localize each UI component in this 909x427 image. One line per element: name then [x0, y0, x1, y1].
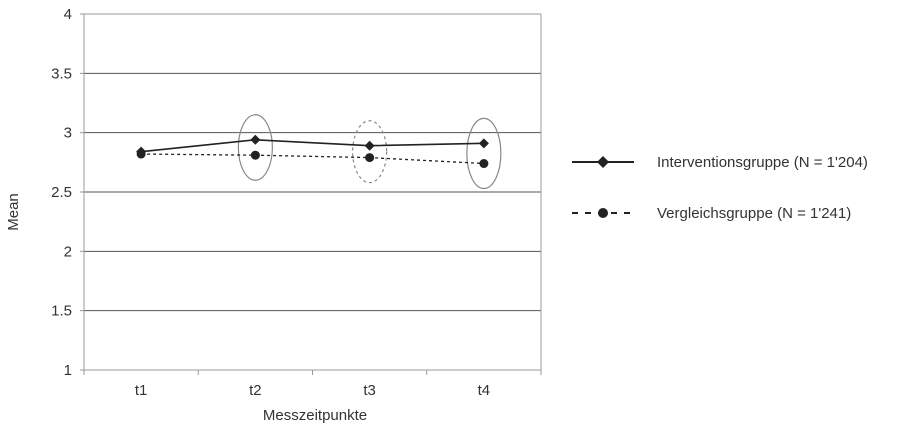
- axes: [80, 13, 542, 375]
- y-tick-label: 1: [64, 362, 72, 379]
- legend-marker-interventionsgruppe: [597, 156, 609, 168]
- data-point-diamond: [478, 138, 489, 149]
- y-tick-label: 3.5: [51, 65, 72, 82]
- annotation-ellipse: [352, 120, 388, 184]
- x-tick-label: t3: [363, 382, 376, 399]
- y-tick-label: 2: [64, 243, 72, 260]
- annotation-ellipses: [237, 114, 502, 190]
- data-point-diamond: [250, 134, 261, 145]
- data-point-diamond: [364, 140, 375, 151]
- legend-label-interventionsgruppe: Interventionsgruppe (N = 1'204): [657, 154, 868, 171]
- annotation-ellipse: [466, 117, 502, 190]
- legend-label-vergleichsgruppe: Vergleichsgruppe (N = 1'241): [657, 205, 851, 222]
- legend-item-interventionsgruppe: Interventionsgruppe (N = 1'204): [572, 154, 868, 171]
- series-line: [141, 153, 484, 165]
- y-tick-label: 3: [64, 125, 72, 142]
- y-tick-label: 2.5: [51, 184, 72, 201]
- data-point-circle: [136, 149, 146, 159]
- gridlines: [84, 72, 541, 312]
- y-axis-title: Mean: [5, 193, 22, 231]
- x-tick-label: t4: [478, 382, 491, 399]
- tick-labels: 1 1.5 2 2.5 3 3.5 4 t1 t2 t3 t4: [51, 6, 490, 399]
- x-tick-label: t2: [249, 382, 262, 399]
- series-line: [141, 138, 484, 153]
- data-point-circle: [365, 153, 375, 163]
- legend: Interventionsgruppe (N = 1'204) Vergleic…: [572, 154, 868, 222]
- x-tick-label: t1: [135, 382, 148, 399]
- series-lines: [136, 134, 489, 169]
- legend-item-vergleichsgruppe: Vergleichsgruppe (N = 1'241): [572, 205, 851, 222]
- data-point-circle: [250, 150, 260, 160]
- data-point-circle: [479, 159, 489, 169]
- annotation-ellipse: [237, 114, 273, 181]
- x-axis-title: Messzeitpunkte: [263, 407, 367, 424]
- legend-marker-vergleichsgruppe: [598, 208, 608, 218]
- y-tick-label: 4: [64, 6, 72, 23]
- y-tick-label: 1.5: [51, 303, 72, 320]
